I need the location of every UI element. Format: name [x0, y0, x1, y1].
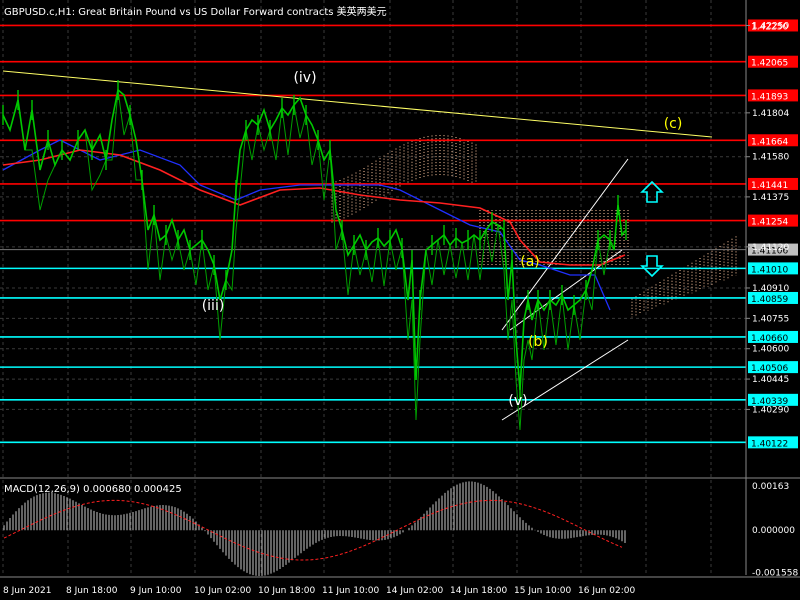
support-level-label: 1.40660	[751, 334, 788, 344]
price-tick-label: 1.41120	[752, 243, 789, 253]
time-tick-label: 9 Jun 10:00	[130, 586, 182, 596]
support-level-label: 1.40122	[751, 439, 788, 449]
price-axis: 1.42250 1.41804 1.41580 1.41375 1.41120 1.409…	[745, 0, 789, 575]
wave-label: (v)	[508, 393, 527, 409]
time-axis: 8 Jun 2021 8 Jun 18:00 9 Jun 10:00 10 Jun 0…	[0, 576, 800, 596]
resistance-level-label: 1.42250	[751, 22, 788, 32]
time-tick-label: 10 Jun 18:00	[258, 586, 315, 596]
macd-tick-label: -0.001558	[752, 569, 798, 579]
support-level-tag	[748, 291, 798, 304]
moving-average-red	[2, 149, 626, 266]
resistance-level-tag	[748, 89, 798, 102]
resistance-level-label: 1.41664	[751, 137, 788, 147]
price-tick-label: 1.42250	[752, 21, 789, 31]
resistance-level-tag	[748, 19, 798, 32]
price-tick-label: 1.40755	[752, 314, 789, 324]
price-tick-label: 1.40290	[752, 405, 789, 415]
macd-signal-line	[3, 499, 623, 561]
support-level-tag	[748, 330, 798, 343]
wave-label: (a)	[520, 254, 540, 270]
chart-title: GBPUSD.c,H1: Great Britain Pound vs US D…	[4, 7, 387, 18]
wave-label: (c)	[664, 116, 683, 132]
price-tick-label: 1.41804	[752, 109, 789, 119]
price-line-thin	[2, 89, 627, 431]
wave-label: (iii)	[202, 298, 225, 314]
current-price-tag	[748, 243, 798, 256]
macd-title: MACD(12,26,9) 0.000680 0.000425	[4, 484, 182, 495]
up-arrow-icon	[640, 180, 664, 203]
channel-lower-line[interactable]	[501, 339, 629, 421]
resistance-level-label: 1.42065	[751, 59, 788, 69]
resistance-level-tag	[748, 177, 798, 190]
time-tick-label: 14 Jun 02:00	[386, 586, 443, 596]
time-tick-label: 15 Jun 10:00	[514, 586, 571, 596]
resistance-level-tag	[748, 214, 798, 227]
macd-tick-label: 0.000000	[752, 526, 795, 536]
price-tick-label: 1.40445	[752, 375, 789, 385]
support-level-tag	[748, 393, 798, 406]
resistance-level-tag	[748, 55, 798, 68]
time-tick-label: 8 Jun 2021	[3, 586, 51, 596]
wave-label: (b)	[528, 334, 548, 350]
direction-arrows	[640, 180, 664, 278]
macd-pane: 0.00163 0.000000 -0.001558	[3, 480, 798, 579]
support-level-label: 1.40506	[751, 364, 788, 374]
time-tick-label: 8 Jun 18:00	[66, 586, 118, 596]
descending-trendline[interactable]	[2, 70, 713, 138]
resistance-level-label: 1.41254	[751, 218, 788, 228]
wave-labels: (iv) (iii) (a) (b) (v) (c)	[202, 70, 683, 409]
channel-upper-line[interactable]	[501, 158, 629, 331]
price-tick-label: 1.40910	[752, 284, 789, 294]
time-tick-label: 11 Jun 10:00	[322, 586, 379, 596]
price-line	[2, 88, 627, 391]
support-level-label: 1.40339	[751, 397, 788, 407]
moving-average-blue	[2, 139, 611, 311]
resistance-level-label: 1.41893	[751, 92, 788, 102]
support-level-tag	[748, 361, 798, 374]
horizontal-levels: 1.42250 1.42065 1.41893 1.41664 1.41441 1.412…	[0, 19, 798, 449]
time-tick-label: 10 Jun 02:00	[194, 586, 251, 596]
down-arrow-icon	[640, 255, 664, 278]
support-level-label: 1.41010	[751, 265, 788, 275]
resistance-level-label: 1.41441	[751, 181, 788, 191]
support-level-tag	[748, 262, 798, 275]
price-tick-label: 1.41580	[752, 153, 789, 163]
price-tick-label: 1.41375	[752, 193, 789, 203]
current-price-label: 1.41106	[751, 247, 788, 257]
support-level-label: 1.40859	[751, 295, 788, 305]
time-tick-label: 16 Jun 02:00	[578, 586, 635, 596]
resistance-level-tag	[748, 134, 798, 147]
price-tick-label: 1.40600	[752, 345, 789, 355]
wave-label: (iv)	[293, 70, 316, 86]
support-level-tag	[748, 436, 798, 449]
time-tick-label: 14 Jun 18:00	[450, 586, 507, 596]
macd-tick-label: 0.00163	[752, 482, 789, 492]
price-bars	[2, 80, 627, 400]
